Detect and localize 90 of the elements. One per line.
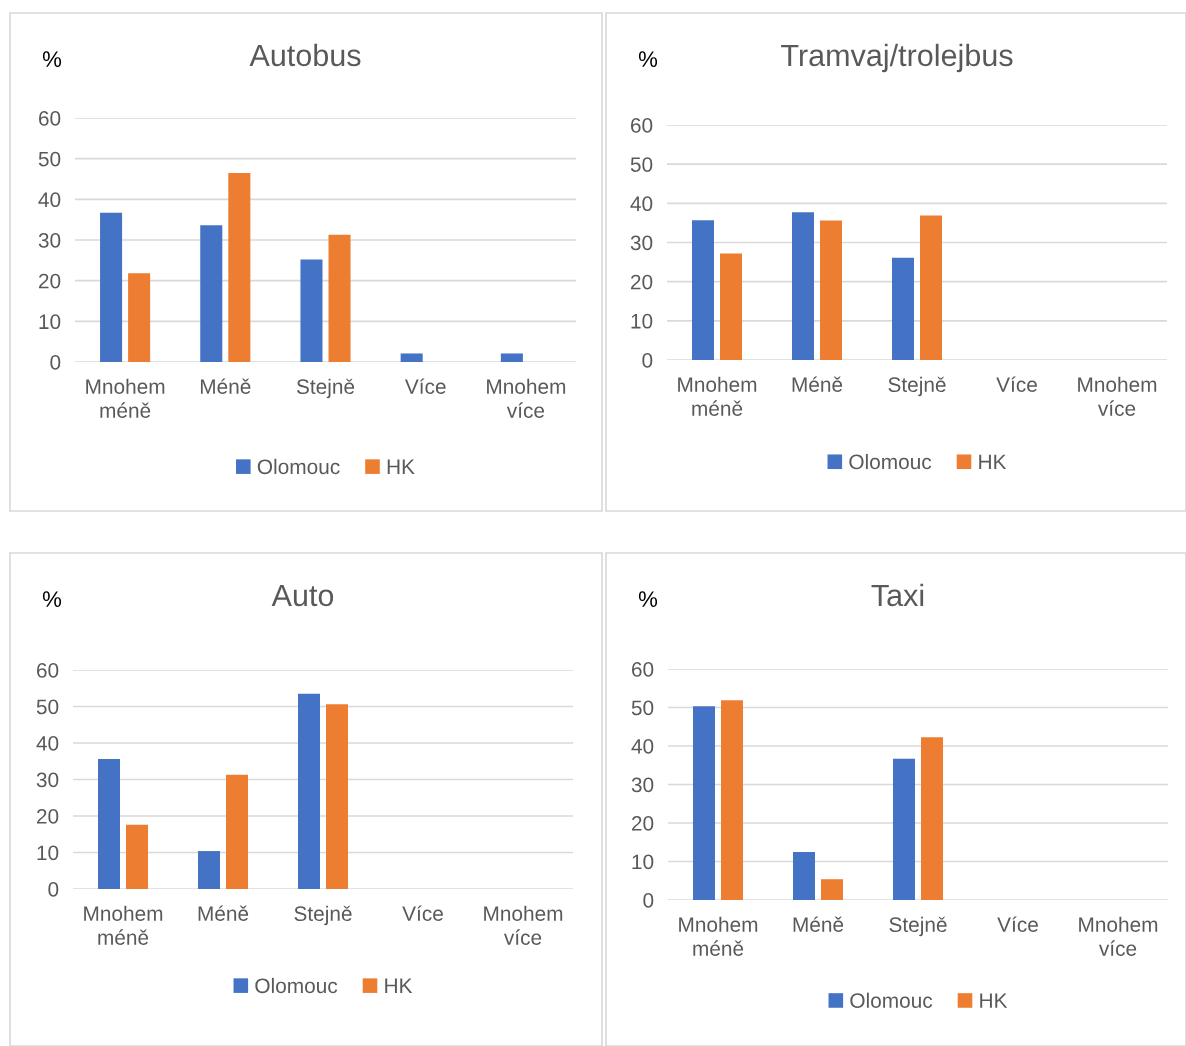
y-tick-label: 30: [38, 233, 61, 248]
bar: [328, 234, 351, 362]
y-tick-label: 0: [48, 882, 59, 897]
legend-label: Olomouc: [255, 977, 338, 994]
legend-label: HK: [980, 993, 1008, 1008]
y-tick-label: 40: [631, 739, 654, 754]
chart-title: Autobus: [249, 43, 361, 67]
y-tick-label: 0: [643, 893, 654, 908]
x-tick-label: Více: [404, 378, 446, 394]
y-tick-label: 60: [632, 662, 654, 677]
bar: [921, 737, 943, 900]
y-tick-label: 60: [631, 118, 653, 133]
y-tick-label: 10: [37, 845, 59, 861]
bar: [300, 259, 323, 362]
bar: [326, 704, 348, 889]
legend-label: Olomouc: [850, 992, 933, 1008]
x-tick-label: Mnohem více: [487, 378, 566, 418]
y-tick-label: 20: [38, 273, 61, 289]
bar: [820, 220, 842, 360]
y-tick-label: 60: [37, 663, 59, 678]
bar: [228, 172, 251, 362]
chart-title: Taxi: [871, 583, 924, 607]
bar: [200, 225, 223, 362]
x-tick-label: Méně: [792, 376, 843, 392]
y-tick-label: 10: [631, 313, 653, 329]
bar: [400, 353, 423, 362]
bar: [128, 273, 151, 362]
legend-label: Olomouc: [849, 453, 932, 470]
y-tick-label: 40: [38, 192, 61, 208]
x-tick-label: Mnohem méně: [678, 376, 757, 416]
legend-label: Olomouc: [257, 458, 340, 475]
bar: [920, 215, 942, 360]
y-tick-label: 0: [642, 353, 653, 368]
legend-label: HK: [385, 978, 413, 993]
y-tick-label: 30: [631, 777, 654, 793]
y-tick-label: 30: [630, 235, 653, 251]
y-tick-label: 50: [38, 151, 61, 167]
bar: [226, 774, 248, 889]
x-tick-label: Více: [996, 376, 1037, 392]
y-tick-label: 50: [630, 157, 653, 172]
y-axis-title: %: [638, 51, 658, 67]
legend-label: HK: [979, 454, 1007, 470]
x-tick-label: Mnohem více: [1078, 376, 1157, 416]
x-tick-label: Více: [997, 916, 1038, 932]
y-axis-title: %: [42, 51, 62, 67]
x-tick-label: Stejně: [296, 378, 355, 399]
x-tick-label: Mnohem více: [484, 905, 563, 945]
y-tick-label: 10: [632, 854, 654, 870]
x-tick-label: Méně: [200, 378, 251, 394]
y-tick-label: 50: [36, 699, 59, 715]
y-tick-label: 50: [631, 700, 654, 716]
y-tick-label: 10: [39, 314, 61, 330]
x-tick-label: Mnohem více: [1079, 916, 1158, 956]
bar: [821, 879, 843, 900]
bar: [298, 693, 320, 889]
y-tick-label: 40: [630, 196, 653, 212]
x-tick-label: Mnohem méně: [679, 916, 758, 956]
y-tick-label: 20: [36, 809, 59, 824]
legend-label: HK: [387, 459, 415, 474]
bar: [693, 706, 715, 900]
y-tick-label: 60: [39, 111, 61, 126]
bar: [793, 851, 815, 900]
bar: [692, 220, 714, 360]
y-tick-label: 30: [36, 772, 59, 788]
y-axis-title: %: [638, 591, 658, 607]
x-tick-label: Mnohem méně: [84, 905, 163, 945]
chart-title: Auto: [271, 584, 334, 607]
x-tick-label: Více: [402, 905, 443, 921]
x-tick-label: Méně: [198, 905, 249, 921]
y-tick-label: 20: [630, 274, 653, 290]
x-tick-label: Mnohem méně: [86, 378, 165, 418]
bar: [720, 253, 742, 360]
chart-title: Tramvaj/trolejbus: [781, 43, 1013, 73]
x-tick-label: Stejně: [889, 916, 947, 937]
bar: [100, 212, 123, 362]
bar: [126, 824, 148, 889]
y-axis-title: %: [42, 591, 62, 607]
bar: [893, 758, 915, 900]
bar: [892, 257, 914, 360]
bar: [500, 353, 523, 362]
x-tick-label: Méně: [793, 916, 844, 932]
x-tick-label: Stejně: [294, 905, 352, 926]
x-tick-label: Stejně: [888, 376, 946, 397]
y-tick-label: 20: [631, 816, 654, 831]
bar: [721, 700, 743, 900]
bar: [198, 851, 220, 889]
bar: [98, 759, 120, 889]
y-tick-label: 0: [50, 355, 61, 370]
y-tick-label: 40: [36, 736, 59, 751]
bar: [792, 212, 814, 360]
